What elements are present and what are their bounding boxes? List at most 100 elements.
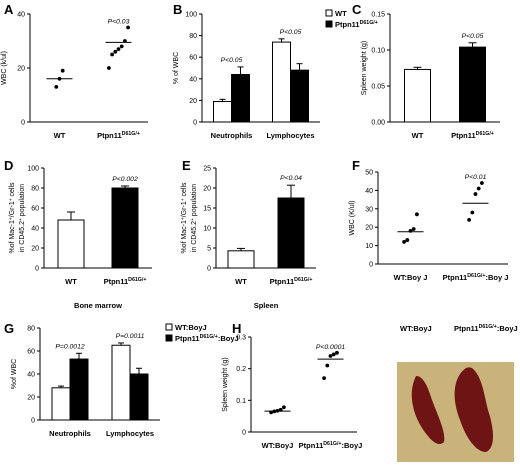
- x-tick-label: Neutrophils: [49, 429, 91, 438]
- y-tick-label: 0: [207, 266, 211, 273]
- bar: [57, 219, 85, 269]
- y-tick-label: 50: [365, 170, 373, 177]
- y-tick-label: 40: [189, 76, 197, 83]
- data-point: [335, 350, 339, 355]
- legend-swatch: [325, 9, 333, 17]
- panel-letter: E: [182, 158, 191, 173]
- legend-label: WT:BoyJ: [175, 323, 207, 332]
- x-tick-label: WT:BoyJ: [262, 441, 294, 450]
- p-value-label: P<0.002: [112, 176, 138, 183]
- data-point: [54, 85, 59, 89]
- bar: [404, 68, 431, 123]
- data-point: [405, 238, 410, 242]
- data-point: [325, 363, 330, 368]
- y-tick-label: 0.3: [236, 335, 246, 342]
- bar: [290, 69, 309, 123]
- panel-letter: F: [352, 158, 360, 173]
- y-tick-label: 25: [203, 166, 211, 173]
- y-tick-label: 80: [31, 186, 39, 193]
- x-tick-label: WT: [235, 277, 247, 286]
- y-tick-label: 15: [203, 206, 211, 213]
- y-tick-label: 0.05: [371, 84, 385, 91]
- y-tick-label: 0: [31, 418, 35, 425]
- data-point: [328, 354, 333, 358]
- y-tick-label: 20: [31, 246, 39, 253]
- data-point: [476, 186, 481, 191]
- data-point: [415, 212, 419, 217]
- data-point: [107, 66, 111, 70]
- x-tick-label: Ptpn11D61G/+: [104, 277, 147, 286]
- x-axis-label: Bone marrow: [74, 301, 122, 310]
- y-tick-label: 60: [27, 349, 35, 356]
- panel-letter: D: [4, 158, 13, 173]
- data-point: [467, 217, 471, 222]
- data-point: [480, 181, 484, 185]
- panel-letter: B: [173, 2, 182, 17]
- y-tick-label: 40: [17, 12, 25, 19]
- y-tick-label: 60: [31, 206, 39, 213]
- y-tick-label: 0.00: [371, 120, 385, 127]
- p-value-label: P=0.0012: [55, 343, 85, 350]
- bar: [227, 250, 255, 269]
- p-value-label: P<0.05: [280, 29, 302, 36]
- photo-label-mutant: Ptpn11D61G/+:BoyJ: [454, 324, 518, 333]
- y-tick-label: 40: [365, 188, 373, 195]
- y-tick-label: 100: [27, 166, 39, 173]
- y-tick-label: 20: [17, 66, 25, 73]
- x-tick-label: WT: [412, 131, 424, 140]
- p-value-label: P=0.0011: [116, 333, 145, 340]
- y-axis-label: WBC (K/ul): [349, 201, 356, 236]
- data-point: [113, 49, 118, 54]
- bar: [51, 387, 71, 421]
- photo-label-wt: WT:BoyJ: [400, 324, 432, 333]
- legend-swatch: [325, 20, 333, 28]
- y-tick-label: 40: [31, 226, 39, 233]
- y-tick-label: 30: [365, 206, 373, 213]
- bar: [459, 46, 486, 123]
- legend-label: Ptpn11D61G/+: [335, 20, 378, 29]
- spleen-mutant: [454, 367, 493, 452]
- y-tick-label: 0: [35, 266, 39, 273]
- y-axis-label: %of Mac-1+/Gr-1+ cells: [9, 182, 17, 254]
- y-tick-label: 20: [365, 225, 373, 232]
- y-tick-label: 5: [207, 246, 211, 253]
- bar: [129, 373, 149, 421]
- data-point: [473, 192, 478, 196]
- bar: [69, 358, 89, 421]
- data-point: [116, 47, 121, 51]
- y-tick-label: 10: [365, 243, 373, 250]
- panel-letter: G: [4, 321, 14, 336]
- y-tick-label: 0: [193, 120, 197, 127]
- panel-b: B 0 20 40 60 80 100 % of WBC Neutrophils Lymphocy…: [173, 2, 378, 140]
- bar: [231, 73, 250, 123]
- legend-swatch: [165, 323, 173, 331]
- panel-a: A 0 20 40 WBC (k/ul) WT Ptpn11D61G/+ P<0.03: [1, 2, 148, 140]
- y-tick-label: 20: [203, 186, 211, 193]
- y-tick-label: 80: [27, 326, 35, 333]
- panel-letter: C: [352, 2, 362, 17]
- x-tick-label: WT:Boy J: [394, 273, 428, 282]
- bar: [213, 100, 232, 123]
- y-tick-label: 20: [189, 98, 197, 105]
- data-point: [126, 25, 130, 30]
- y-tick-label: 0.1: [236, 398, 246, 405]
- y-tick-label: 80: [189, 33, 197, 40]
- x-tick-label: Neutrophils: [211, 131, 253, 140]
- data-point: [110, 52, 114, 57]
- data-point: [282, 405, 286, 410]
- x-tick-label: Lymphocytes: [266, 131, 314, 140]
- p-value-label: P<0.04: [280, 175, 302, 182]
- x-tick-label: Ptpn11D61G/+:Boy J: [443, 273, 509, 282]
- data-point: [322, 376, 326, 381]
- y-axis-label: % of WBC: [173, 52, 180, 84]
- bar: [277, 197, 305, 269]
- y-tick-label: 0.2: [236, 366, 246, 373]
- y-tick-label: 0.10: [371, 48, 385, 55]
- y-tick-label: 60: [189, 55, 197, 62]
- panel-letter: H: [232, 321, 241, 336]
- x-tick-label: WT: [65, 277, 77, 286]
- y-axis-label: Spleen weight (g): [361, 41, 368, 95]
